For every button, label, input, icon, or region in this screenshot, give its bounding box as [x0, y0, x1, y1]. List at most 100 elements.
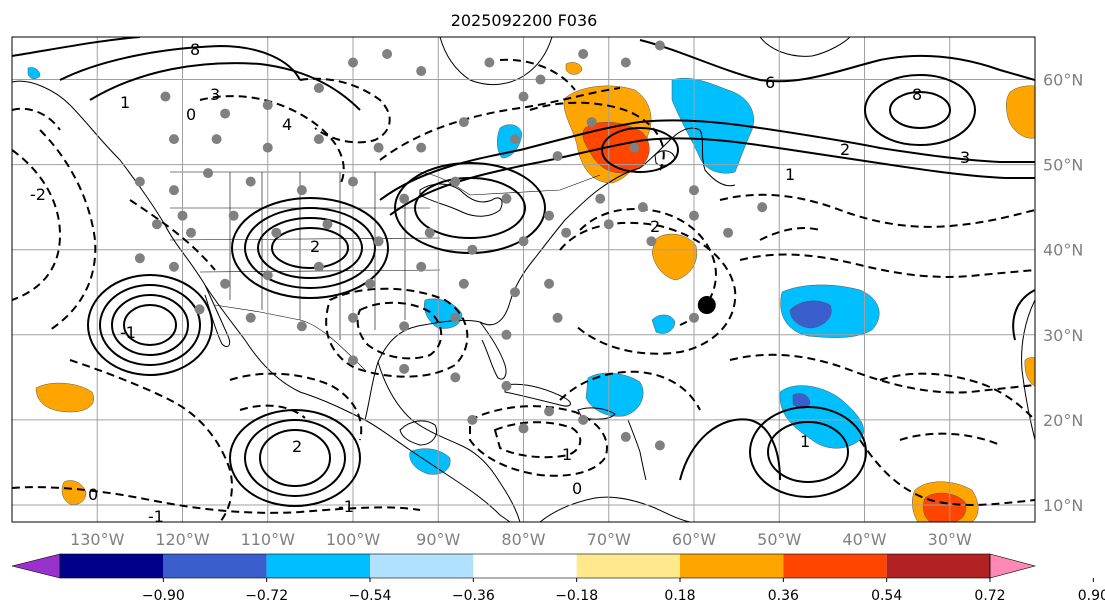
contour-solid-pacific-low — [87, 274, 213, 376]
colorbar-tick-label: −0.36 — [452, 588, 495, 604]
contour-dashed-gulf — [325, 287, 469, 378]
station-dot — [757, 202, 768, 213]
contour-solid-plains-high — [244, 207, 376, 289]
station-dot — [296, 321, 307, 332]
coastline-lesser-antilles — [627, 419, 647, 481]
station-dot — [313, 261, 324, 272]
colorbar-tick-label: −0.90 — [142, 588, 185, 604]
longitude-label: 70°W — [587, 530, 631, 549]
contour-solid-north-jet — [59, 44, 301, 81]
coastline-us-east — [364, 167, 641, 421]
station-dot — [373, 142, 384, 153]
station-dot — [134, 176, 145, 187]
station-dot — [654, 440, 665, 451]
station-dot — [262, 142, 273, 153]
coastline-hudson-bay — [439, 37, 553, 86]
contour-dashed-hudson — [529, 101, 665, 171]
longitude-label: 30°W — [928, 530, 972, 549]
contour-dashed-north — [299, 77, 391, 144]
colorbar-frame — [59, 553, 991, 579]
coastline-cuba — [504, 383, 571, 407]
contour-solid-high-8 — [889, 91, 951, 129]
longitude-label: 40°W — [842, 530, 886, 549]
station-dot — [544, 406, 555, 417]
longitude-label: 110°W — [241, 530, 296, 549]
contour-solid-high-8 — [864, 74, 976, 146]
shade-orange-bermuda — [651, 233, 698, 281]
station-dot — [220, 108, 231, 119]
station-dot — [654, 40, 665, 51]
coastline-central-america — [377, 361, 521, 522]
station-dot — [151, 219, 162, 230]
contour-dashed-gulf — [356, 301, 443, 360]
station-dot — [399, 321, 410, 332]
latitude-label: 20°N — [1043, 411, 1083, 430]
coastline-greenland — [759, 37, 851, 57]
station-dot — [245, 176, 256, 187]
station-dot — [424, 227, 435, 238]
shade-blue-bahamas — [651, 314, 676, 334]
station-dot — [603, 219, 614, 230]
contour-label: 2 — [292, 437, 302, 456]
contour-dashed-atlantic — [759, 227, 821, 241]
station-dot — [382, 49, 393, 60]
station-dot — [168, 134, 179, 145]
contour-solid-north-jet — [389, 137, 1035, 216]
contour-dashed-west — [12, 149, 62, 301]
coastline-africa — [1021, 299, 1035, 441]
contour-label: 6 — [765, 73, 775, 92]
station-dot — [416, 66, 427, 77]
solid-contours — [12, 37, 1035, 507]
coastline-florida — [479, 321, 507, 380]
station-dot — [561, 227, 572, 238]
contour-solid-caribbean-1 — [749, 406, 867, 498]
contour-dashed-alaska — [12, 107, 61, 131]
station-dot — [637, 202, 648, 213]
contour-label: -1 — [148, 507, 164, 526]
shade-orange-northeast-atlantic — [1006, 85, 1035, 139]
contour-dashed-mexico — [229, 372, 363, 441]
contour-solid-south-pacific — [244, 419, 346, 497]
station-dot — [168, 185, 179, 196]
colorbar: −0.90 −0.72 −0.54 −0.36 −0.18 0.18 0.36 0.54 0.7… — [11, 553, 1105, 604]
shade-blue-alaska — [27, 67, 41, 79]
colorbar-segment — [576, 554, 680, 578]
contour-label: 1 — [800, 432, 810, 451]
contour-label: 2 — [310, 237, 320, 256]
map-frame — [11, 36, 1036, 523]
station-dot — [518, 236, 529, 247]
station-dot — [348, 176, 358, 187]
contour-dashed-atlantic — [579, 208, 717, 326]
contour-dashed-north — [499, 58, 576, 91]
contour-dashed-west — [69, 359, 233, 522]
station-dot — [373, 236, 384, 247]
contour-dashed-south — [12, 486, 421, 514]
station-dot — [416, 261, 427, 272]
colorbar-segment — [886, 554, 990, 578]
contour-labels: 8 3 4 0 1 2 -1 -2 6 8 3 2 1 2 1 0 0 -1 1… — [30, 40, 970, 526]
longitude-label: 100°W — [326, 530, 381, 549]
colorbar-segment — [370, 554, 474, 578]
station-dot — [620, 431, 631, 442]
contour-solid-pacific-low — [123, 304, 177, 346]
station-dot — [578, 414, 589, 425]
station-dot — [186, 227, 197, 238]
border-states-cols — [229, 172, 406, 340]
station-dot — [450, 176, 461, 187]
contour-label: 1 — [785, 165, 795, 184]
contour-solid-north-jet — [379, 119, 1035, 201]
station-dot — [518, 91, 529, 102]
colorbar-tick-label: −0.18 — [555, 588, 598, 604]
contour-label: 4 — [282, 115, 292, 134]
contour-solid-east-edge — [1012, 289, 1035, 341]
contour-label: 0 — [186, 105, 196, 124]
latitude-label: 50°N — [1043, 156, 1083, 175]
station-dot — [552, 312, 563, 323]
colorbar-tick-label: 0.18 — [664, 588, 695, 604]
station-dot — [578, 49, 589, 60]
longitude-label: 130°W — [70, 530, 125, 549]
highlighted-point-marker — [697, 296, 716, 315]
colorbar-segment — [163, 554, 267, 578]
shade-orange-mexico — [61, 480, 87, 505]
